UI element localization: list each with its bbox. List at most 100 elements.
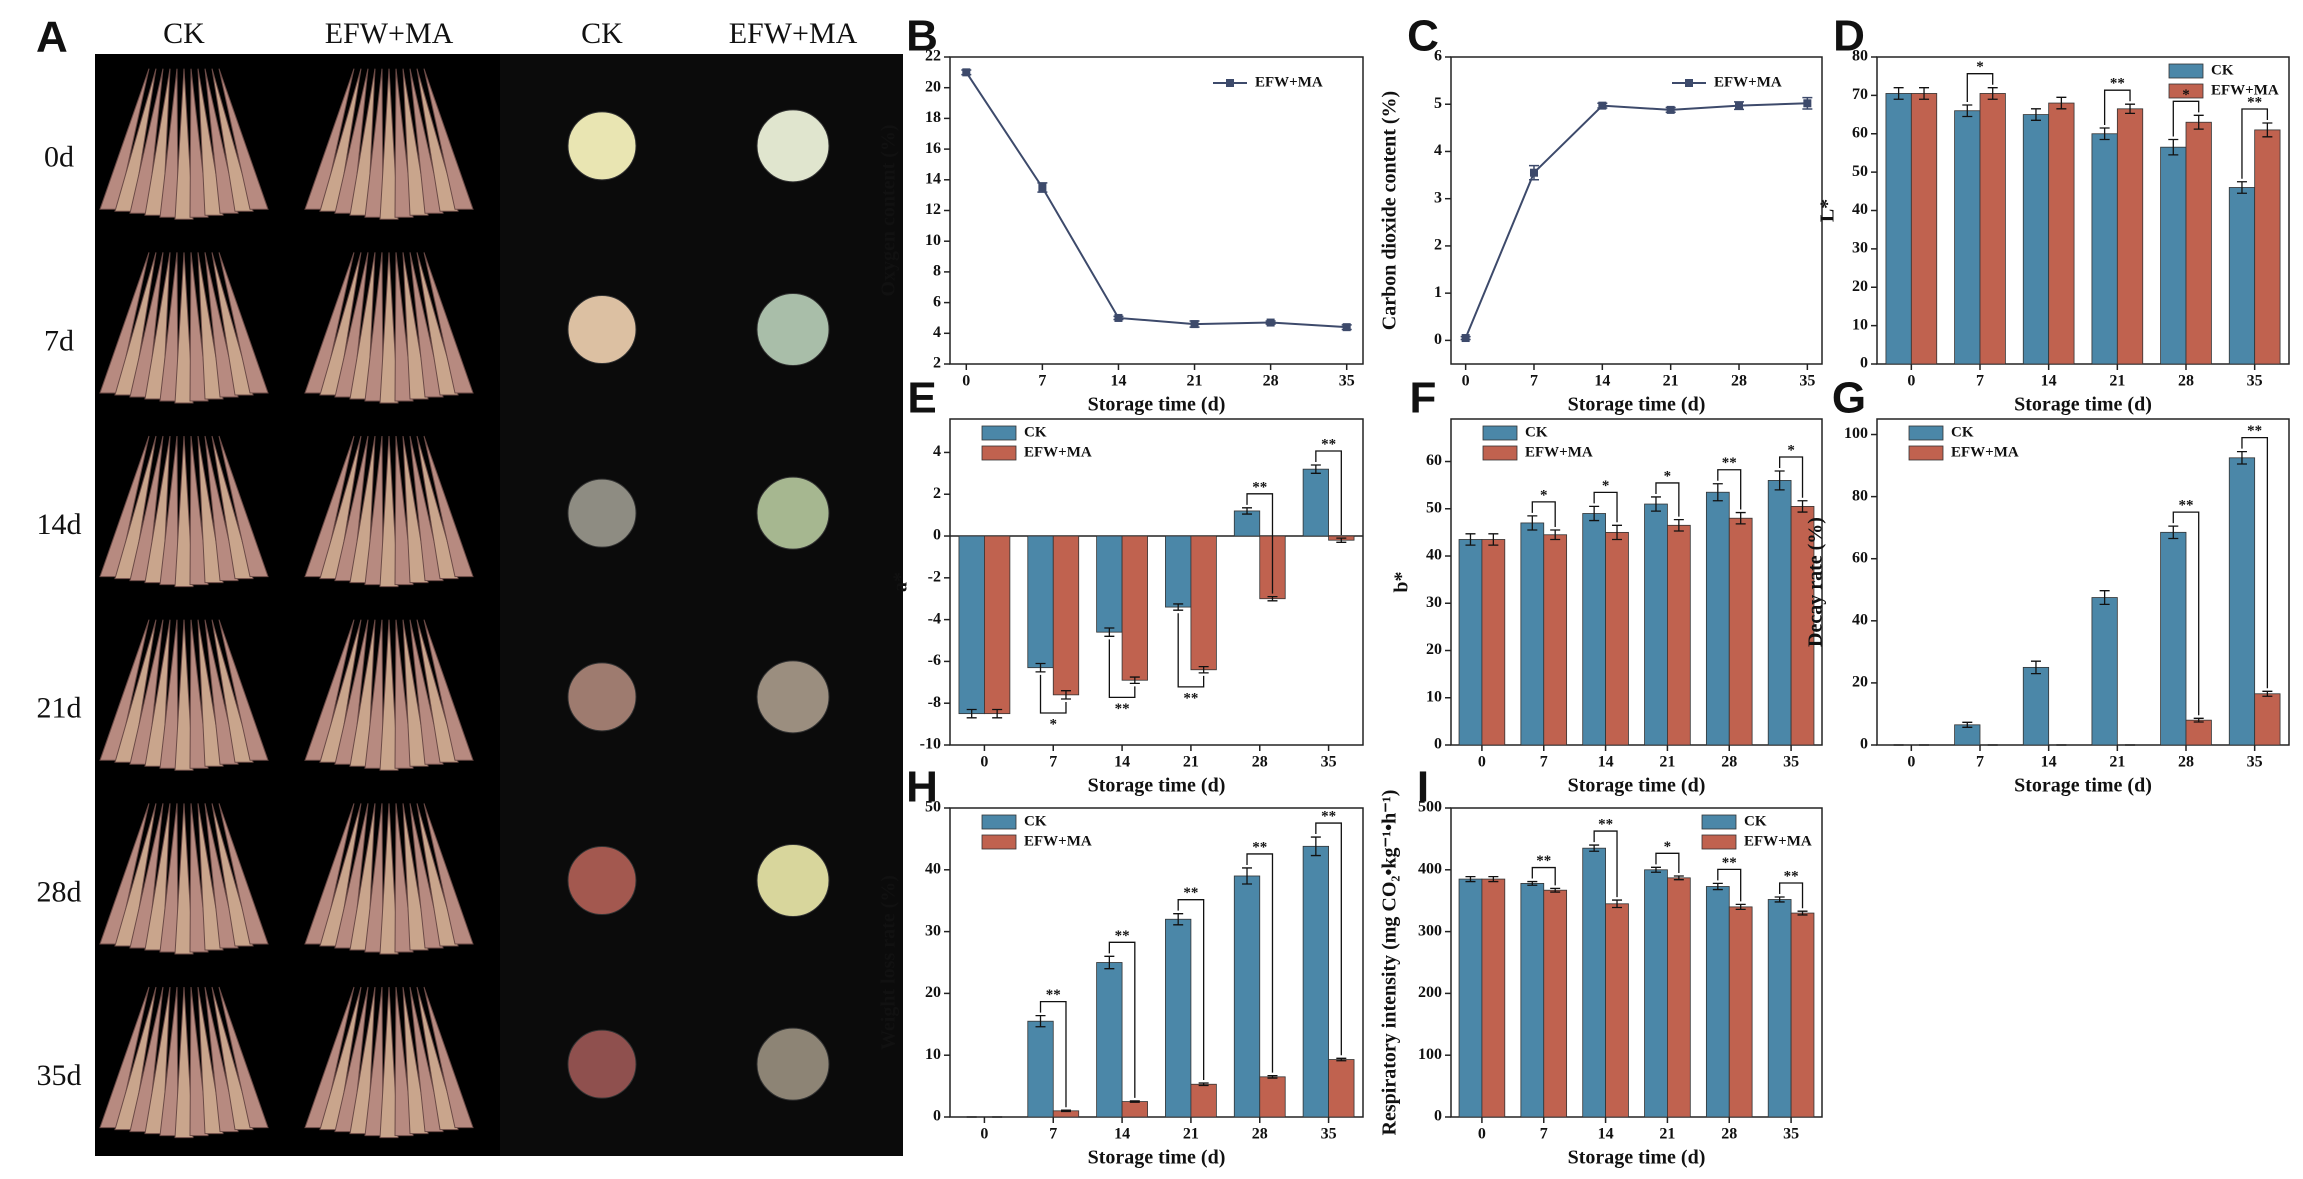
bamboo-shoot — [114, 986, 157, 1131]
panel-label: C — [1407, 12, 1439, 61]
significance-bracket — [1039, 674, 1067, 714]
x-tick-label: 14 — [1114, 754, 1130, 771]
error-bar — [1173, 913, 1184, 926]
bamboo-shoot — [114, 68, 157, 212]
significance-bracket — [1966, 73, 1994, 102]
bar — [2160, 146, 2187, 365]
column-label: CK — [581, 17, 623, 50]
y-tick-label: -10 — [920, 736, 941, 753]
x-tick-label: 35 — [1783, 1126, 1799, 1143]
y-tick-label: 20 — [1852, 674, 1868, 691]
bar — [1605, 903, 1629, 1118]
x-tick-label: 14 — [1598, 1126, 1614, 1143]
y-tick-label: 8 — [933, 263, 941, 280]
y-tick-label: 5 — [1434, 95, 1442, 112]
error-bar — [1104, 955, 1115, 970]
y-tick-label: 4 — [1434, 142, 1442, 159]
legend-swatch — [981, 814, 1017, 830]
error-bar — [1104, 627, 1115, 637]
bamboo-shoot — [159, 68, 179, 218]
bar — [1190, 535, 1217, 671]
legend-swatch — [2168, 63, 2204, 79]
legend-swatch — [981, 445, 1017, 461]
slice — [756, 1027, 830, 1101]
slice — [756, 844, 830, 917]
bar — [2185, 121, 2212, 365]
error-bar — [1797, 910, 1808, 916]
bamboo-shoot — [197, 619, 224, 767]
legend-swatch — [2168, 83, 2204, 99]
bar — [1910, 93, 1938, 365]
error-bar — [2193, 717, 2204, 723]
bamboo-shoot — [319, 435, 362, 580]
bamboo-shoot — [197, 435, 224, 584]
panel-label: H — [906, 763, 938, 812]
significance-bracket — [1778, 882, 1804, 909]
error-bar — [1650, 496, 1661, 512]
plot-frame — [1876, 418, 2290, 746]
bamboo-shoot — [204, 435, 239, 582]
bar — [2228, 457, 2256, 746]
bamboo-shoot — [218, 68, 269, 210]
error-bar — [2236, 450, 2247, 465]
y-tick-label: 40 — [925, 860, 941, 877]
significance-bracket — [1593, 491, 1618, 523]
x-tick-label: 14 — [1598, 754, 1614, 771]
slice — [756, 660, 830, 734]
bamboo-shoot — [304, 68, 355, 210]
bamboo-shoot — [379, 68, 399, 220]
x-tick-label: 0 — [980, 754, 988, 771]
legend-label: EFW+MA — [1951, 444, 2019, 460]
bar — [1096, 962, 1123, 1118]
bamboo-shoot — [159, 803, 179, 953]
x-tick-label: 7 — [1540, 1126, 1548, 1143]
bamboo-shoot — [129, 435, 164, 582]
x-axis-label: Storage time (d) — [1568, 1147, 1706, 1169]
significance-label: ** — [1536, 853, 1551, 869]
bar — [1979, 93, 2006, 365]
y-tick-label: 20 — [1852, 278, 1868, 295]
y-axis-label: b* — [1391, 571, 1413, 592]
y-tick-label: 2 — [933, 485, 941, 502]
column-label: CK — [163, 17, 205, 50]
y-axis-label: Weight loss rate (%) — [878, 875, 900, 1050]
y-axis-label: Decay rate (%) — [1805, 517, 1827, 647]
slice — [567, 662, 637, 732]
bar — [2022, 114, 2050, 365]
significance-bracket — [1315, 822, 1342, 1056]
bamboo-shoot — [174, 68, 194, 220]
bar — [1582, 847, 1606, 1118]
bamboo-shoot — [319, 986, 362, 1131]
bar — [1644, 503, 1668, 746]
bamboo-shoot — [349, 986, 376, 1135]
bar — [1052, 535, 1080, 696]
bamboo-shoot — [364, 619, 384, 769]
error-bar — [1712, 882, 1723, 891]
bar — [2254, 129, 2281, 365]
significance-label: ** — [1115, 928, 1130, 944]
bar — [1233, 510, 1261, 537]
legend-swatch — [1701, 814, 1737, 830]
error-bar — [1673, 875, 1684, 881]
bamboo-shoot — [99, 435, 150, 578]
bamboo-shoot — [334, 986, 369, 1133]
error-bar — [1774, 896, 1785, 903]
significance-label: ** — [1784, 868, 1799, 884]
significance-label: * — [1664, 839, 1672, 855]
bamboo-shoot — [319, 803, 362, 947]
x-tick-label: 0 — [1478, 754, 1486, 771]
column-label: EFW+MA — [325, 17, 454, 50]
bar — [1767, 899, 1792, 1118]
error-bar — [1060, 690, 1071, 700]
error-bar — [1488, 875, 1499, 883]
error-bar — [2168, 525, 2179, 540]
error-bar — [2099, 127, 2110, 141]
bar — [1165, 535, 1192, 608]
y-tick-label: 60 — [1852, 124, 1868, 141]
x-axis-label: Storage time (d) — [1568, 775, 1706, 797]
legend-swatch — [1908, 425, 1944, 441]
error-bar — [1589, 505, 1600, 522]
significance-bracket — [1531, 866, 1556, 886]
legend-label: CK — [1024, 813, 1047, 829]
bar — [1728, 517, 1753, 746]
